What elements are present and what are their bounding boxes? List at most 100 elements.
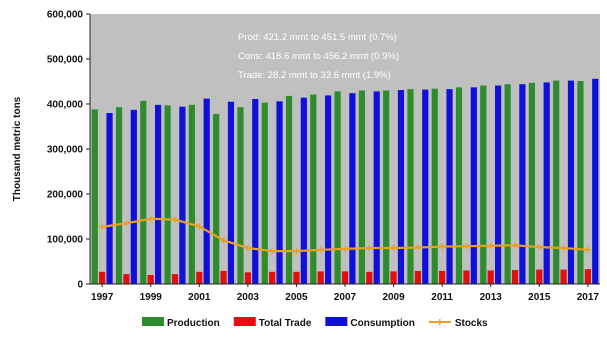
production-bar-2001: [188, 104, 195, 285]
consumption-bar-2005: [300, 97, 307, 284]
x-tick-label-2003: 2003: [237, 292, 260, 303]
production-bar-1999: [140, 100, 147, 284]
stocks-point-2017: [584, 246, 591, 253]
consumption-bar-2011: [446, 89, 453, 285]
x-tick-label-2009: 2009: [382, 292, 405, 303]
legend-label-trade: Total Trade: [259, 318, 312, 329]
consumption-bar-1997: [106, 113, 113, 284]
y-tick-label: 600,000: [47, 10, 84, 21]
trade-bar-2014: [511, 270, 519, 284]
trade-bar-2004: [269, 271, 276, 284]
production-bar-1997: [91, 109, 98, 285]
production-bar-2009: [383, 90, 390, 284]
consumption-bar-1999: [155, 104, 162, 285]
plot-area: [90, 14, 600, 284]
annotation-1: Cons: 418.6 mmt to 456.2 mmt (0.9%): [238, 51, 399, 62]
trade-bar-2003: [244, 272, 251, 284]
stocks-point-1998: [123, 220, 130, 227]
annotation-2: Trade: 28.2 mmt to 33.6 mmt (1.9%): [238, 70, 391, 81]
consumption-bar-2009: [397, 90, 405, 284]
legend-marker-stocks: [436, 319, 443, 325]
y-tick-label: 400,000: [47, 100, 84, 111]
consumption-bar-2008: [373, 91, 380, 285]
production-bar-2006: [310, 94, 317, 284]
production-bar-2016: [553, 80, 560, 284]
stocks-point-2014: [512, 242, 518, 249]
y-tick-label: 500,000: [47, 55, 84, 66]
stocks-point-2012: [463, 243, 470, 250]
stocks-point-2003: [244, 245, 251, 251]
consumption-bar-1998: [130, 109, 137, 284]
stocks-point-2016: [560, 245, 567, 251]
production-bar-2004: [261, 102, 268, 285]
trade-bar-1998: [123, 274, 130, 284]
trade-bar-2016: [560, 269, 567, 284]
stocks-point-2001: [196, 223, 203, 230]
production-bar-1998: [115, 107, 123, 285]
stocks-point-2006: [317, 246, 324, 253]
trade-bar-2017: [584, 269, 591, 284]
y-axis-title: Thousand metric tons: [12, 96, 23, 201]
trade-bar-2005: [293, 271, 300, 284]
production-bar-2002: [213, 113, 220, 285]
trade-bar-2010: [414, 270, 421, 284]
consumption-bar-2000: [179, 106, 186, 284]
consumption-bar-2016: [567, 80, 575, 284]
trade-bar-2015: [536, 269, 543, 284]
y-tick-label: 300,000: [47, 145, 84, 156]
production-bar-2015: [528, 82, 535, 284]
y-tick-label: 200,000: [47, 190, 84, 201]
legend-label-production: Production: [167, 318, 220, 329]
stocks-point-2004: [269, 248, 276, 255]
x-tick-label-2011: 2011: [431, 292, 453, 303]
stocks-point-2013: [487, 242, 494, 249]
production-bar-2014: [504, 84, 511, 284]
trade-bar-2001: [196, 271, 203, 284]
x-tick-label-1997: 1997: [91, 292, 114, 303]
trade-bar-2002: [220, 270, 227, 284]
trade-bar-2008: [366, 271, 373, 284]
consumption-bar-2003: [252, 99, 259, 284]
production-bar-2008: [358, 90, 365, 284]
production-bar-2012: [455, 87, 463, 284]
trade-bar-1999: [147, 275, 154, 284]
production-bar-2000: [164, 105, 171, 284]
production-bar-2010: [407, 89, 414, 285]
stocks-point-2010: [414, 244, 421, 251]
consumption-bar-2017: [592, 78, 599, 284]
production-bar-2005: [285, 95, 293, 285]
stocks-point-2011: [439, 243, 446, 250]
x-tick-label-2015: 2015: [528, 292, 551, 303]
production-bar-2011: [431, 88, 438, 284]
consumption-bar-2007: [349, 93, 356, 284]
consumption-bar-2006: [325, 95, 332, 284]
stocks-point-2005: [293, 248, 300, 255]
stocks-point-2015: [536, 244, 543, 251]
consumption-bar-2014: [519, 84, 526, 284]
stocks-point-1999: [147, 215, 154, 222]
trade-bar-2009: [390, 271, 397, 284]
trade-bar-2006: [317, 271, 324, 284]
trade-bar-2013: [487, 270, 494, 284]
trade-bar-2011: [439, 270, 446, 284]
trade-bar-2007: [341, 271, 349, 284]
x-tick-label-1999: 1999: [140, 292, 163, 303]
x-tick-label-2013: 2013: [480, 292, 503, 303]
stocks-point-2002: [220, 237, 227, 244]
stocks-point-2008: [366, 245, 373, 251]
production-bar-2003: [237, 107, 244, 285]
legend-swatch-trade: [233, 317, 256, 326]
stocks-point-2007: [342, 245, 348, 252]
production-bar-2017: [577, 81, 584, 284]
production-bar-2013: [480, 85, 487, 284]
legend-swatch-production: [142, 317, 164, 326]
consumption-bar-2015: [543, 82, 550, 285]
trade-bar-2000: [171, 274, 179, 284]
consumption-bar-2010: [422, 89, 429, 284]
consumption-bar-2004: [276, 101, 283, 284]
consumption-bar-2001: [203, 98, 210, 284]
stocks-point-2000: [172, 216, 178, 223]
legend-label-stocks: Stocks: [455, 318, 488, 329]
